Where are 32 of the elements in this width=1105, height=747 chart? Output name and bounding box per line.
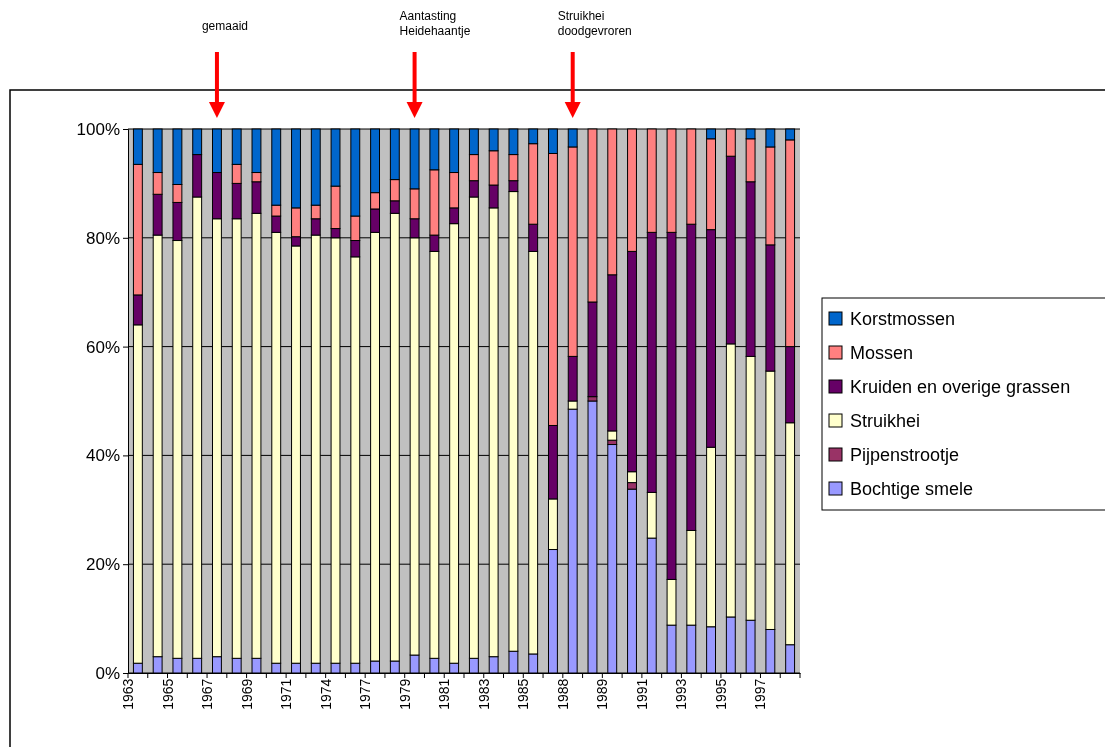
x-tick-label: 1965 — [159, 678, 176, 710]
x-tick-label: 1974 — [317, 678, 334, 710]
x-tick-label: 1969 — [238, 678, 255, 710]
legend-label: Kruiden en overige grassen — [850, 377, 1071, 397]
x-tick-label: 1963 — [119, 678, 136, 710]
x-tick-label: 1988 — [554, 678, 571, 710]
y-tick-label: 100% — [76, 119, 120, 139]
text: gemaaid — [201, 19, 248, 33]
x-tick-label: 1981 — [436, 678, 453, 710]
x-tick-label: 1979 — [396, 678, 413, 710]
x-tick-label: 1967 — [199, 678, 216, 710]
legend-label: Struikhei — [850, 411, 921, 431]
x-tick-label: 1993 — [673, 678, 690, 710]
x-tick-label: 1977 — [357, 678, 374, 710]
x-tick-label: 1989 — [594, 678, 611, 710]
text: Aantasting Heidehaantje — [399, 9, 471, 38]
y-tick-label: 40% — [85, 446, 120, 466]
x-tick-label: 1995 — [712, 678, 729, 710]
x-tick-label: 1971 — [278, 678, 295, 710]
x-tick-label: 1997 — [752, 678, 769, 710]
legend-label: Pijpenstrootje — [850, 445, 960, 465]
text: Struikhei doodgevroren — [557, 9, 632, 38]
y-tick-label: 20% — [85, 555, 120, 575]
x-tick-label: 1983 — [475, 678, 492, 710]
y-tick-label: 60% — [85, 337, 120, 357]
x-tick-label: 1985 — [515, 678, 532, 710]
y-tick-label: 80% — [85, 228, 120, 248]
y-tick-label: 0% — [95, 663, 120, 683]
legend-label: Korstmossen — [850, 309, 956, 329]
legend-label: Bochtige smele — [850, 479, 974, 499]
x-tick-label: 1991 — [633, 678, 650, 710]
legend-label: Mossen — [850, 343, 914, 363]
